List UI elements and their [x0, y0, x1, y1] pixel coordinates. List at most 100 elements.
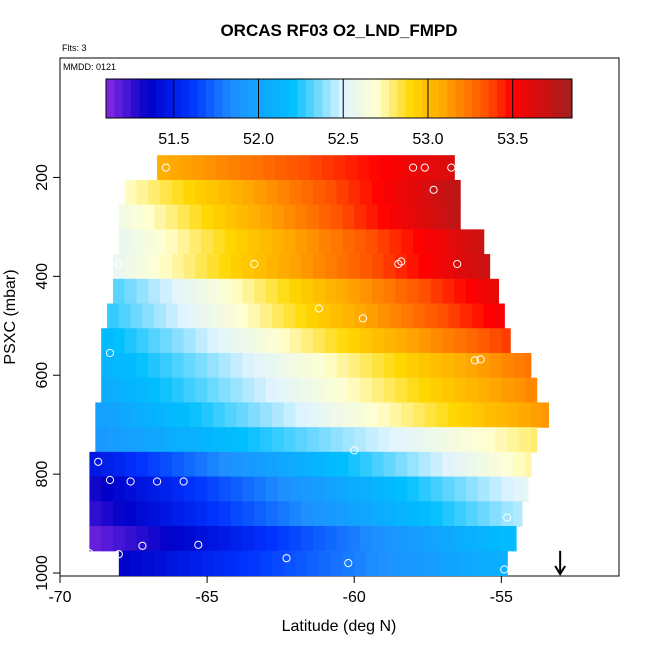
colorbar-segment [255, 79, 265, 118]
observation-point [358, 314, 368, 323]
heatmap-cell [283, 303, 296, 329]
y-tick-label: 1000 [34, 555, 51, 591]
observation-point [420, 163, 429, 172]
heatmap-cell [513, 451, 526, 478]
heatmap-cell [148, 526, 161, 552]
heatmap-cell [265, 278, 279, 305]
heatmap-cell [401, 550, 414, 577]
heatmap-cell [165, 204, 179, 230]
heatmap-cell [242, 377, 255, 404]
heatmap-cell [130, 427, 143, 453]
heatmap-cell [207, 278, 220, 305]
colorbar-segment [106, 79, 115, 118]
heatmap-cell [130, 402, 143, 428]
heatmap-cell [330, 303, 344, 329]
heatmap-cell [160, 377, 173, 404]
heatmap-cell [530, 402, 544, 428]
heatmap-cell [248, 550, 261, 577]
heatmap-cell [218, 501, 232, 527]
heatmap-cell [466, 501, 479, 527]
heatmap-cell [236, 402, 249, 428]
heatmap-cell [124, 501, 138, 527]
heatmap-cell [230, 377, 244, 404]
heatmap-cell [112, 451, 126, 478]
heatmap-cell [436, 402, 449, 428]
heatmap-cell [507, 402, 520, 428]
observation-point [114, 550, 123, 559]
heatmap-cell [277, 476, 291, 502]
heatmap-cell [383, 179, 396, 206]
heatmap-cell [513, 352, 526, 379]
heatmap-cell [501, 526, 514, 552]
heatmap-cell [395, 179, 408, 206]
heatmap-cell [454, 254, 467, 280]
heatmap-cell [136, 254, 149, 280]
heatmap-cell [295, 303, 308, 329]
heatmap-cell [230, 328, 244, 354]
heatmap-cell [427, 155, 441, 181]
heatmap-cell [218, 451, 232, 478]
heatmap-cell [407, 179, 420, 206]
colorbar-segment [314, 79, 323, 118]
heatmap-cell [345, 155, 358, 181]
heatmap-cell [383, 278, 396, 305]
heatmap-cell [448, 229, 461, 255]
heatmap-cell [413, 427, 426, 453]
heatmap-cell [354, 402, 367, 428]
heatmap-cell [489, 526, 502, 552]
heatmap-cell [324, 179, 338, 206]
heatmap-cell [118, 229, 132, 255]
heatmap-cell [371, 476, 385, 502]
heatmap-cell [227, 155, 241, 181]
heatmap-cell [424, 204, 438, 230]
heatmap-cell [124, 451, 138, 478]
heatmap-cell [389, 427, 402, 453]
heatmap-cell [263, 155, 276, 181]
heatmap-cell [180, 155, 193, 181]
heatmap-cell [130, 303, 143, 329]
heatmap-cell [254, 352, 267, 379]
heatmap-cell [330, 204, 344, 230]
heatmap-cell [518, 427, 532, 453]
colorbar-segment [538, 79, 548, 118]
heatmap-cell [201, 204, 214, 230]
heatmap-cell [265, 328, 279, 354]
heatmap-cell [177, 550, 191, 577]
heatmap-cell [295, 402, 308, 428]
heatmap-cell [542, 402, 549, 428]
heatmap-cell [218, 377, 232, 404]
colorbar-segment [230, 79, 240, 118]
heatmap-cell [348, 377, 361, 404]
heatmap-cell [212, 427, 226, 453]
heatmap-cell [413, 402, 426, 428]
heatmap-cell [283, 427, 296, 453]
heatmap-cell [330, 427, 344, 453]
heatmap-cell [430, 526, 444, 552]
heatmap-cell [489, 451, 502, 478]
heatmap-cell [436, 427, 449, 453]
colorbar-segment [355, 79, 365, 118]
heatmap-cell [313, 501, 326, 527]
heatmap-cell [418, 278, 432, 305]
heatmap-cell [451, 155, 455, 181]
heatmap-cell [101, 526, 114, 552]
colorbar-segment [322, 79, 332, 118]
heatmap-cell [477, 328, 491, 354]
heatmap-cell [371, 179, 385, 206]
colorbar-segment [189, 79, 199, 118]
observation-point [105, 475, 115, 485]
heatmap-cell [271, 550, 285, 577]
observation-point [429, 185, 438, 194]
colorbar-segment [522, 79, 531, 118]
heatmap-cell [148, 501, 161, 527]
heatmap-cell [324, 352, 338, 379]
heatmap-cell [254, 377, 267, 404]
heatmap-cell [365, 303, 379, 329]
heatmap-cell [336, 254, 349, 280]
heatmap-cell [171, 476, 185, 502]
heatmap-cell [277, 377, 291, 404]
heatmap-cell [277, 501, 291, 527]
heatmap-cell [230, 501, 244, 527]
heatmap-cell [107, 402, 120, 428]
heatmap-cell [407, 526, 420, 552]
